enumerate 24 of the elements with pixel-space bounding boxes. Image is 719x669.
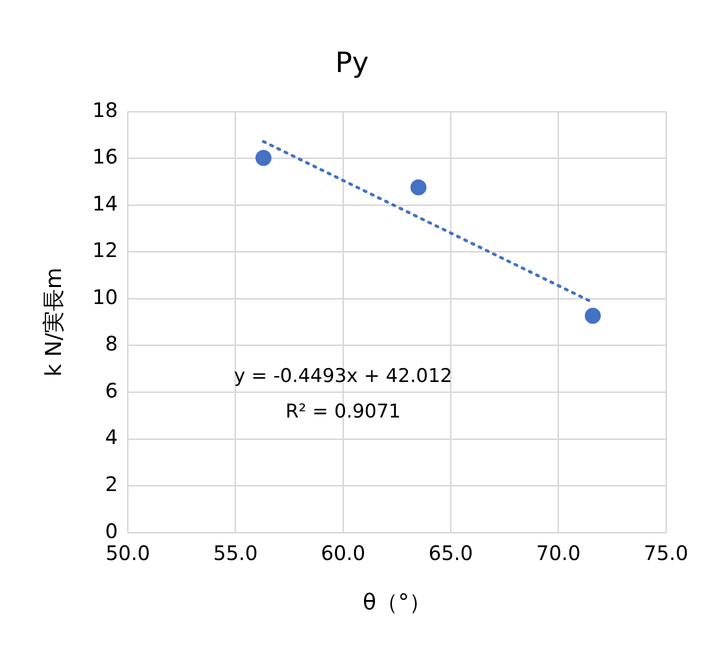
point <box>410 179 426 196</box>
x-tick-label: 70.0 <box>536 540 581 565</box>
point <box>584 308 601 324</box>
y-tick-label: 14 <box>92 191 118 216</box>
chart-title: Py <box>335 46 369 80</box>
y-axis-title: k N/実長m <box>42 268 67 377</box>
x-tick-label: 75.0 <box>644 540 688 565</box>
y-tick-label: 12 <box>92 238 118 262</box>
x-tick-label: 55.0 <box>213 540 258 565</box>
x-axis-title: θ（°） <box>362 590 432 616</box>
x-tick-label: 50.0 <box>106 540 150 565</box>
y-tick-label: 2 <box>105 472 118 496</box>
y-tick-label: 10 <box>92 284 118 309</box>
y-tick-label: 16 <box>92 144 118 169</box>
x-tick-label: 60.0 <box>320 540 366 565</box>
y-tick-label: 18 <box>92 98 118 122</box>
point <box>255 150 272 166</box>
annotation: R² = 0.9071 <box>285 400 401 423</box>
y-tick-label: 8 <box>105 332 118 356</box>
x-tick-label: 65.0 <box>428 540 474 565</box>
y-tick-label: 0 <box>105 518 118 543</box>
annotation: y = -0.4493x + 42.012 <box>234 364 452 387</box>
y-tick-label: 6 <box>105 378 118 402</box>
y-tick-label: 4 <box>105 425 118 450</box>
